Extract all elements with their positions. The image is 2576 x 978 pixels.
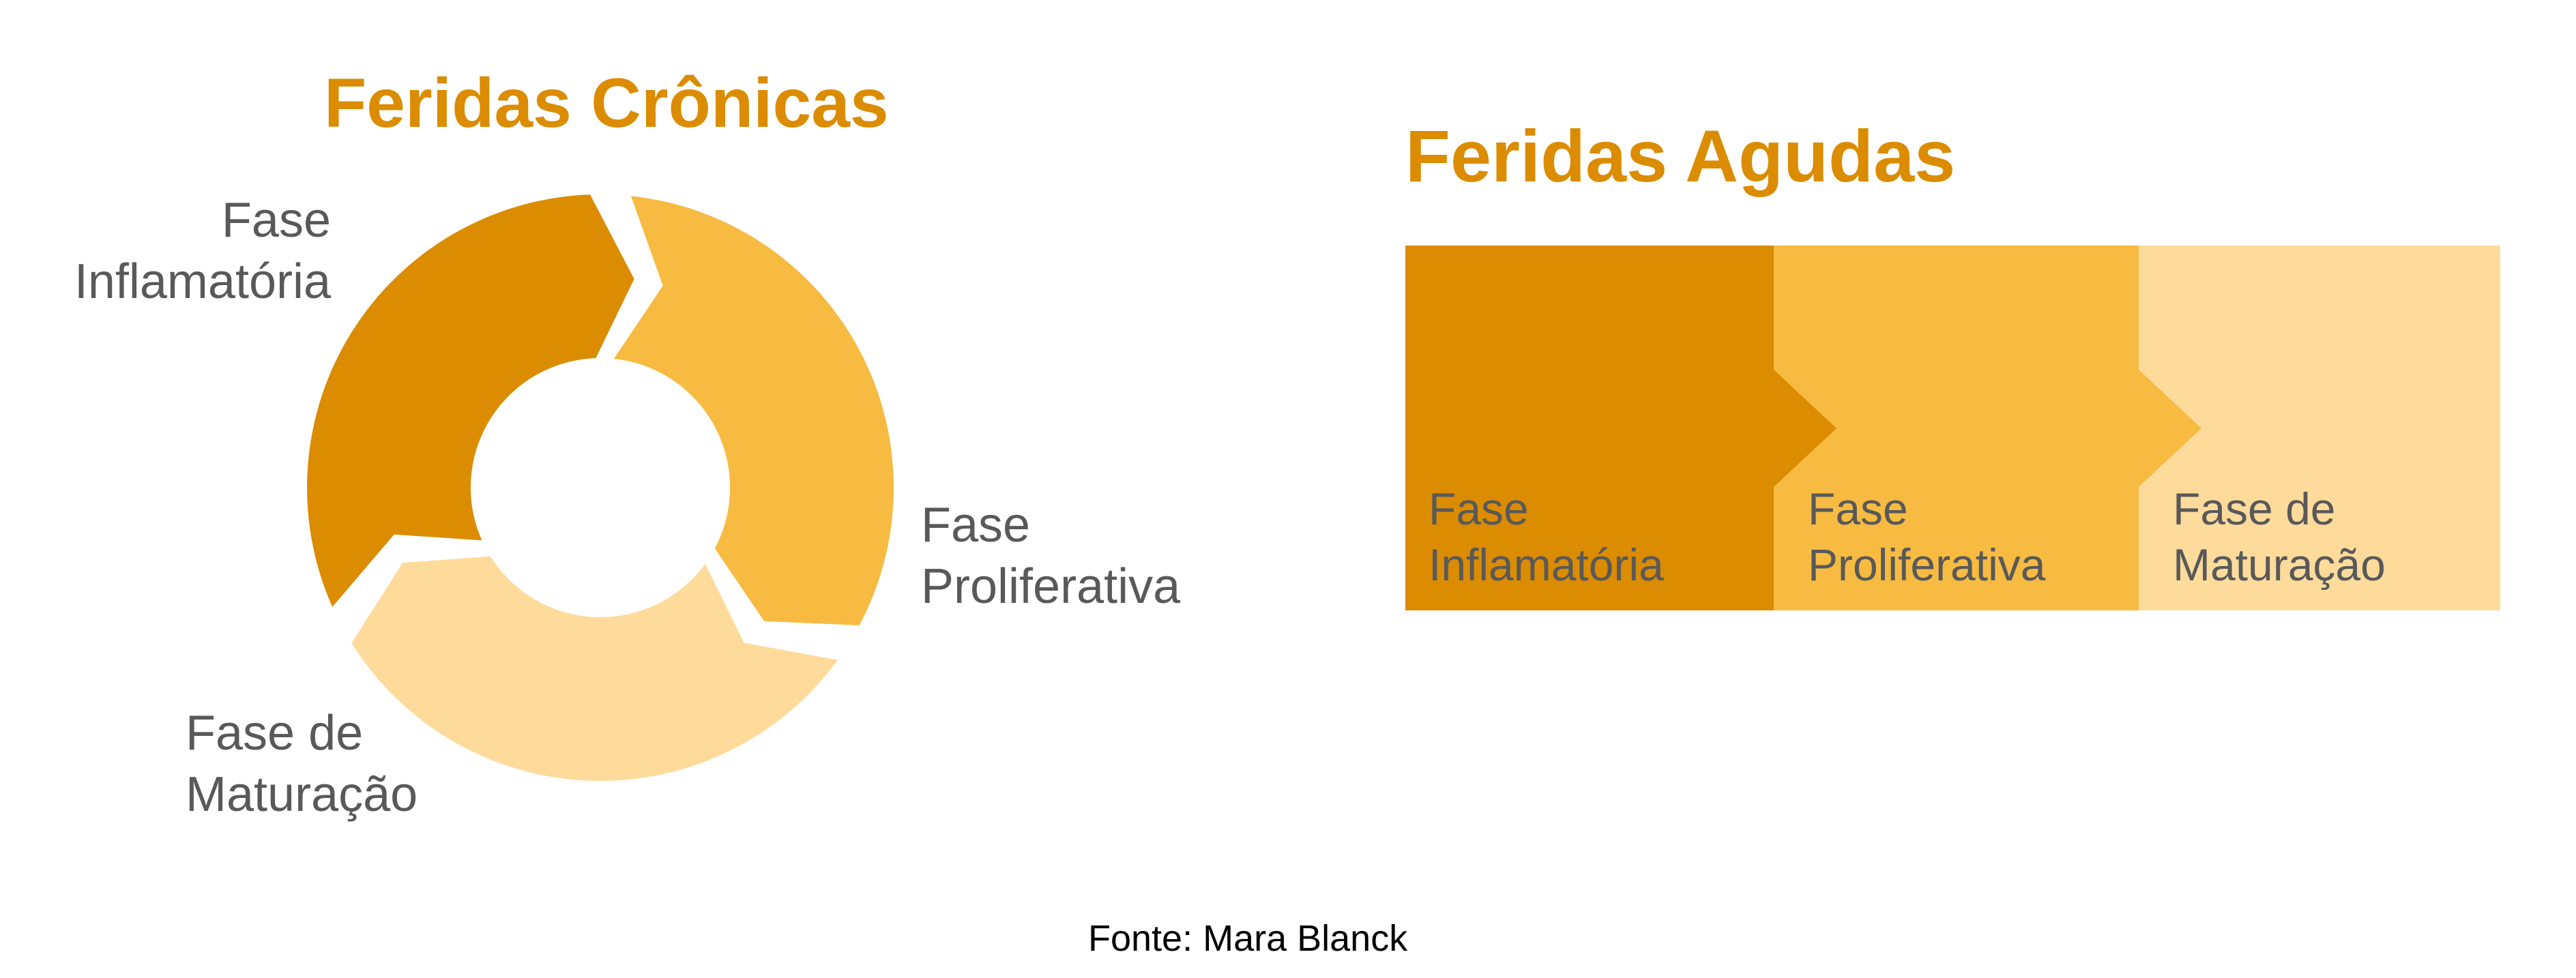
chronic-label-proliferative-line2: Proliferativa bbox=[921, 559, 1181, 614]
acute-label-proliferative-line2: Proliferativa bbox=[1808, 539, 2046, 590]
chronic-label-inflammatory: Fase Inflamatória bbox=[65, 190, 331, 312]
acute-label-proliferative-line1: Fase bbox=[1808, 484, 1908, 534]
chronic-label-maturation-line2: Maturação bbox=[186, 767, 418, 822]
chronic-wounds-title: Feridas Crônicas bbox=[324, 64, 889, 142]
acute-label-inflammatory: Fase Inflamatória bbox=[1429, 481, 1664, 593]
acute-phase-inflammatory: Fase Inflamatória bbox=[1405, 246, 1836, 610]
source-caption: Fonte: Mara Blanck bbox=[1088, 918, 1408, 959]
acute-label-inflammatory-line1: Fase bbox=[1429, 484, 1529, 534]
acute-label-inflammatory-line2: Inflamatória bbox=[1429, 539, 1664, 590]
acute-label-maturation-line1: Fase de bbox=[2173, 484, 2336, 534]
chronic-label-maturation-line1: Fase de bbox=[186, 706, 364, 760]
acute-wounds-title: Feridas Agudas bbox=[1405, 115, 1956, 197]
chronic-label-proliferative: Fase Proliferativa bbox=[921, 494, 1180, 617]
chronic-label-inflammatory-line2: Inflamatória bbox=[74, 254, 331, 309]
chronic-label-inflammatory-line1: Fase bbox=[221, 193, 331, 248]
chronic-label-maturation: Fase de Maturação bbox=[186, 702, 418, 825]
chronic-label-proliferative-line1: Fase bbox=[921, 498, 1031, 552]
chronic-segment-inflammatory bbox=[307, 194, 634, 607]
acute-label-proliferative: Fase Proliferativa bbox=[1808, 481, 2045, 593]
chronic-cycle-diagram bbox=[307, 194, 894, 782]
acute-label-maturation-line2: Maturação bbox=[2173, 539, 2386, 590]
acute-phase-proliferative-arrow bbox=[2139, 370, 2201, 487]
acute-phase-maturation: Fase de Maturação bbox=[2135, 246, 2500, 610]
chronic-segment-proliferative bbox=[613, 196, 894, 625]
acute-label-maturation: Fase de Maturação bbox=[2173, 481, 2386, 593]
chronic-segment-maturation bbox=[351, 556, 838, 782]
acute-phase-inflammatory-arrow bbox=[1774, 370, 1836, 487]
